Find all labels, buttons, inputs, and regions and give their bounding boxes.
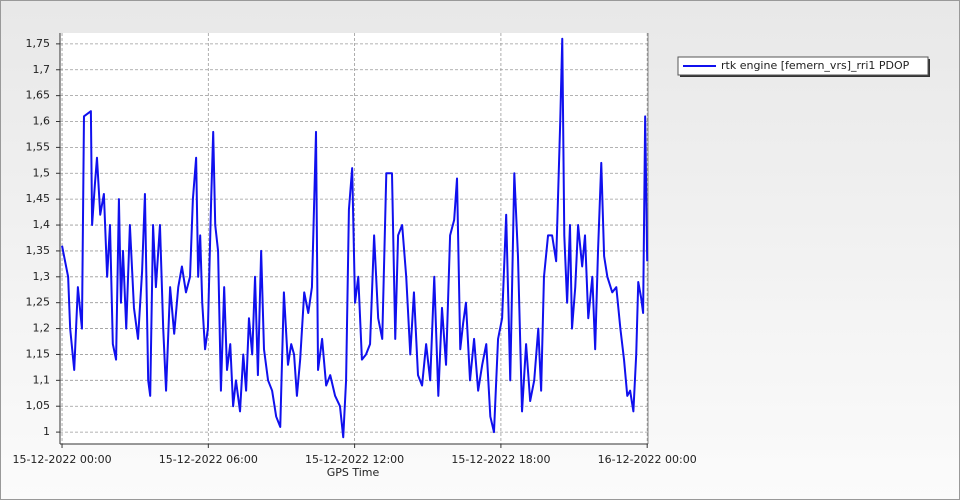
- y-tick-label: 1,45: [26, 192, 51, 205]
- x-tick-label: 16-12-2022 00:00: [598, 453, 697, 466]
- x-tick-label: 15-12-2022 00:00: [12, 453, 111, 466]
- legend-label: rtk engine [femern_vrs]_rri1 PDOP: [721, 59, 910, 72]
- legend-box: [677, 56, 929, 76]
- y-tick-label: 1,5: [33, 166, 51, 179]
- y-tick-label: 1,1: [33, 373, 51, 386]
- x-tick-label: 15-12-2022 06:00: [159, 453, 258, 466]
- y-tick-label: 1,65: [26, 89, 51, 102]
- x-tick-label: 15-12-2022 18:00: [451, 453, 550, 466]
- y-tick-label: 1,2: [33, 322, 51, 335]
- y-tick-label: 1,7: [33, 63, 51, 76]
- y-tick-label: 1: [43, 425, 50, 438]
- y-tick-label: 1,05: [26, 399, 51, 412]
- x-axis-label: GPS Time: [327, 466, 380, 479]
- y-tick-label: 1,75: [26, 37, 51, 50]
- x-tick-label: 15-12-2022 12:00: [305, 453, 404, 466]
- y-tick-label: 1,4: [33, 218, 51, 231]
- y-tick-label: 1,55: [26, 140, 51, 153]
- data-line: [61, 37, 649, 439]
- y-tick-label: 1,3: [33, 270, 51, 283]
- y-tick-label: 1,15: [26, 347, 51, 360]
- y-tick-label: 1,35: [26, 244, 51, 257]
- y-tick-label: 1,25: [26, 296, 51, 309]
- y-tick-label: 1,6: [33, 115, 51, 128]
